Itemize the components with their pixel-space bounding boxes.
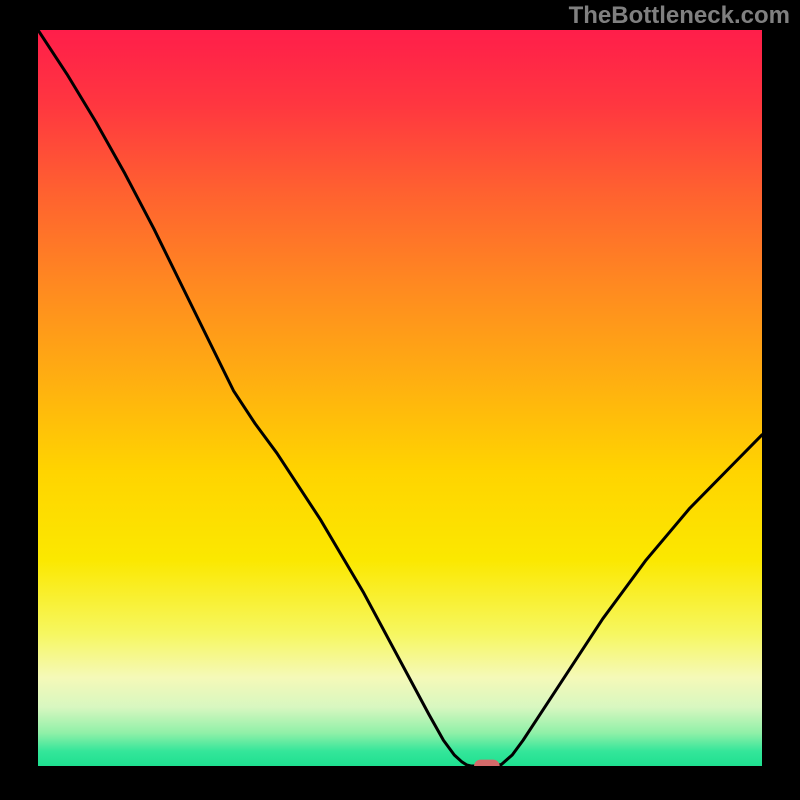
plot-svg — [38, 30, 762, 766]
chart-container: TheBottleneck.com — [0, 0, 800, 800]
gradient-background — [38, 30, 762, 766]
watermark-text: TheBottleneck.com — [569, 2, 790, 30]
plot-area — [38, 30, 762, 766]
optimal-point — [475, 760, 500, 766]
